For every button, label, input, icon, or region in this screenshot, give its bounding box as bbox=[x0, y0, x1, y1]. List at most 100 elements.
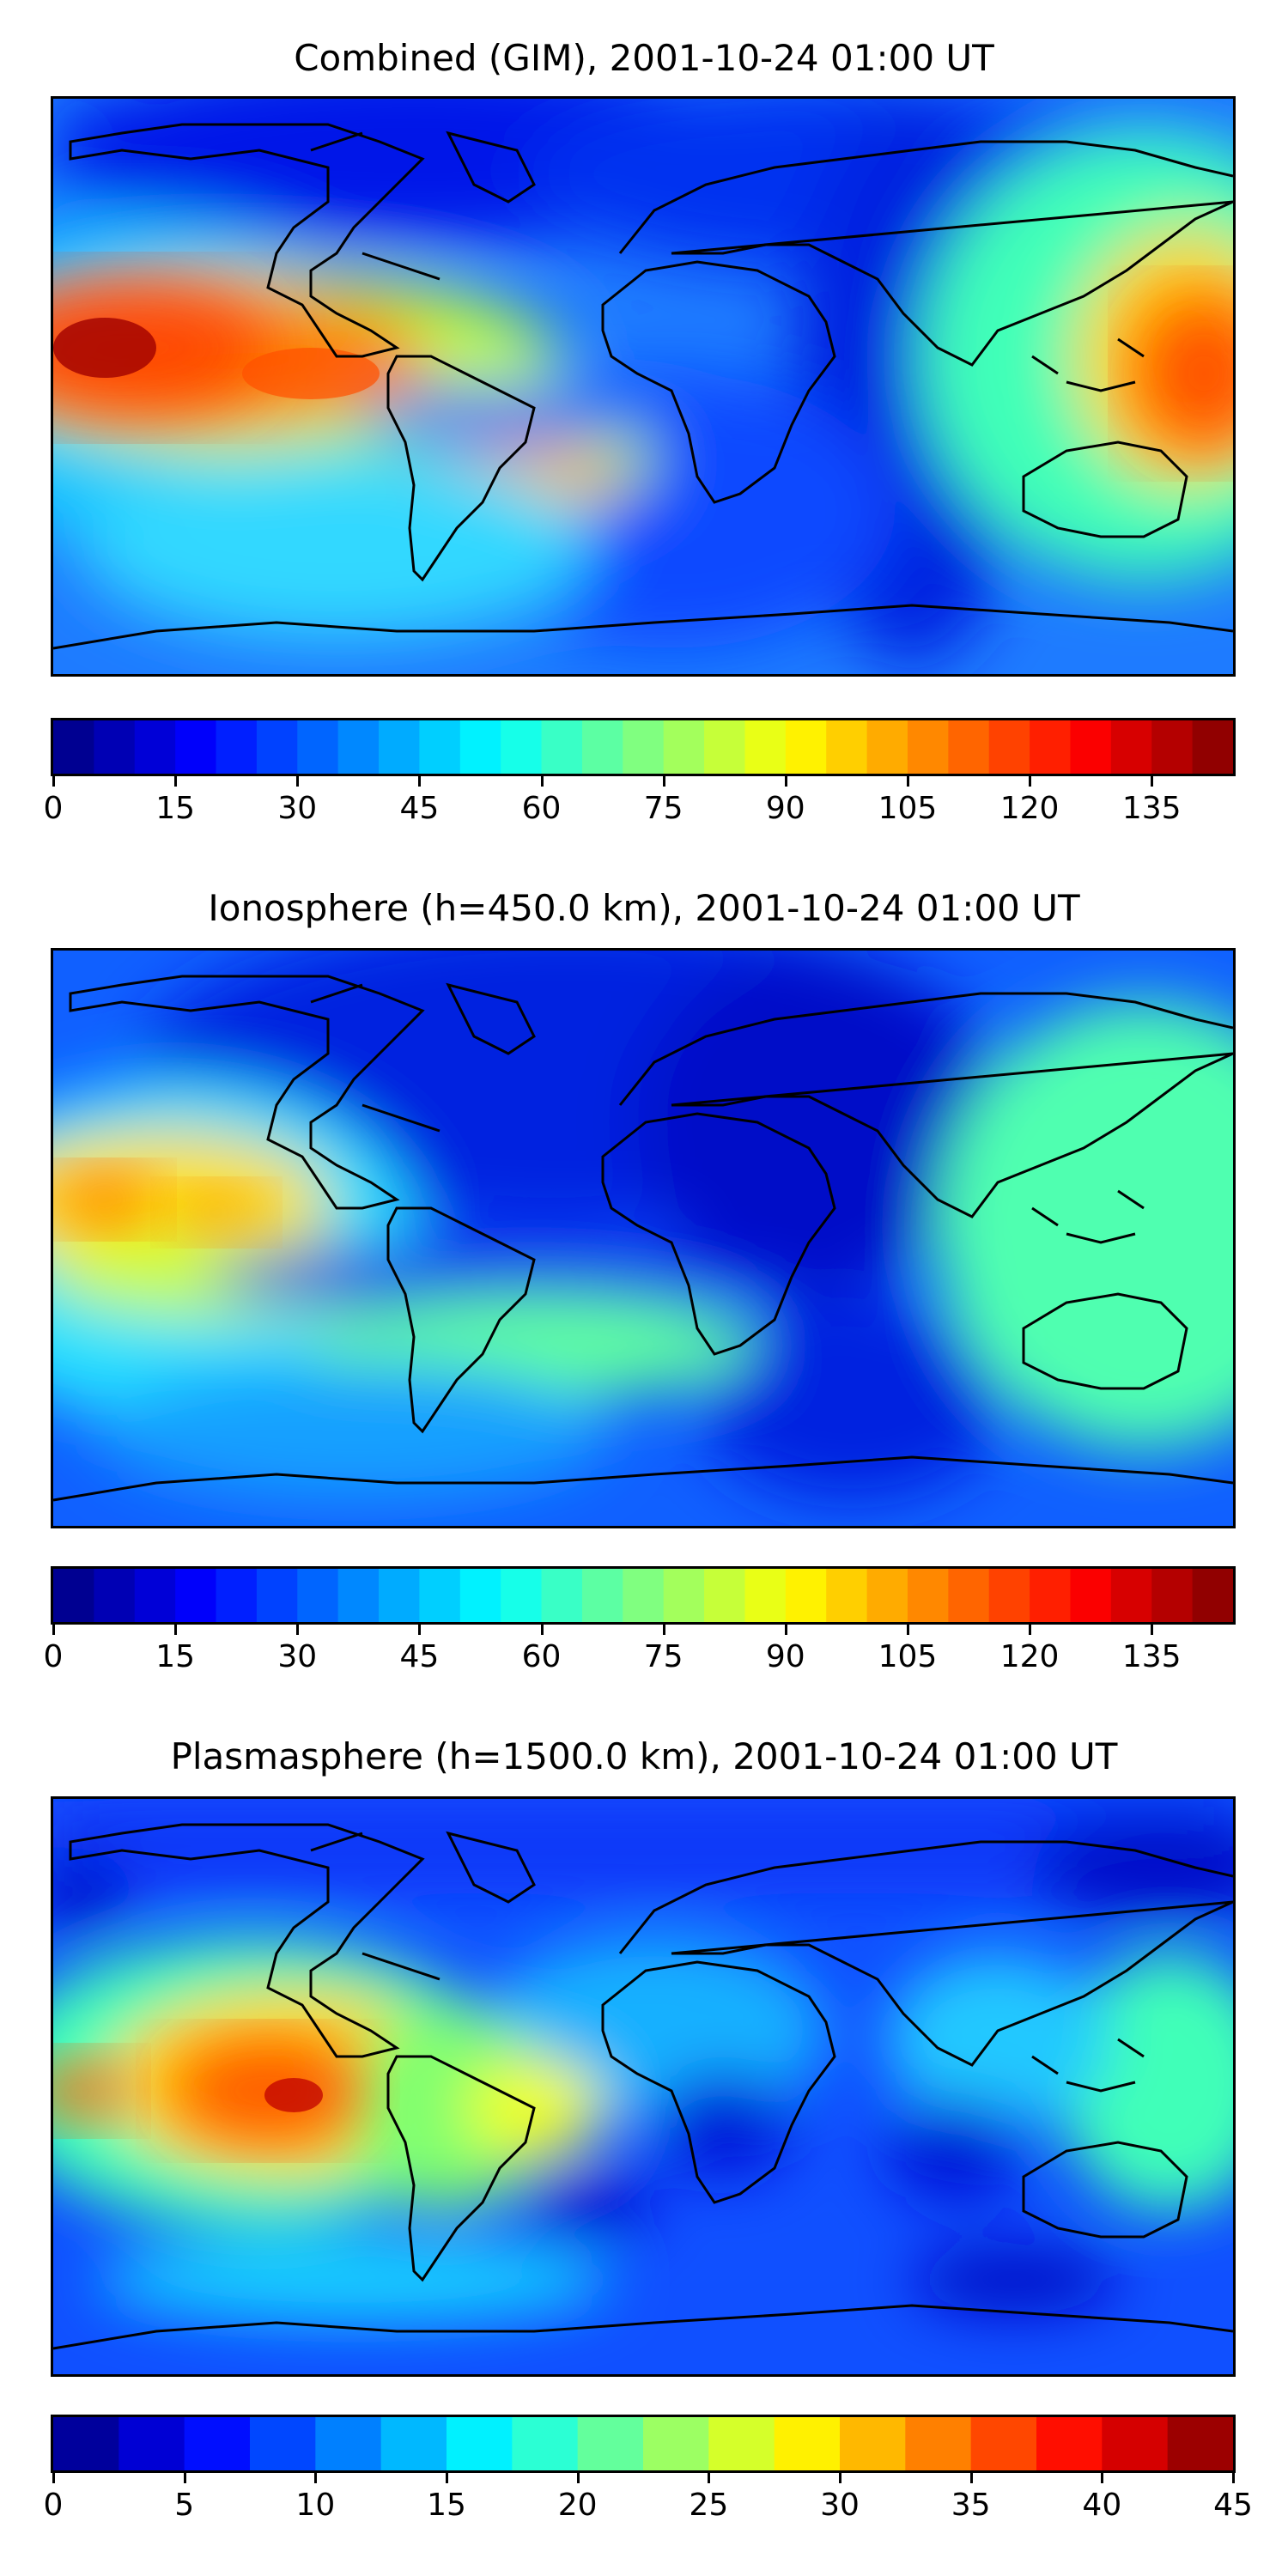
colorbar-tick-label: 75 bbox=[643, 1639, 683, 1674]
colorbar-level bbox=[501, 1569, 543, 1622]
colorbar-level bbox=[512, 2417, 579, 2470]
colorbar-tick bbox=[174, 776, 178, 787]
colorbar-tick bbox=[662, 1625, 665, 1635]
colorbar-plasmasphere bbox=[51, 2415, 1236, 2473]
colorbar-level bbox=[380, 2417, 447, 2470]
colorbar-tick bbox=[1151, 1625, 1154, 1635]
colorbar-tick-label: 45 bbox=[399, 791, 440, 826]
colorbar-level bbox=[459, 1569, 501, 1622]
colorbar-tick-label: 20 bbox=[557, 2488, 598, 2523]
colorbar-tick-label: 60 bbox=[521, 1639, 562, 1674]
colorbar-tick-label: 135 bbox=[1121, 791, 1182, 826]
colorbar-level bbox=[297, 1569, 339, 1622]
colorbar-tick bbox=[1232, 2473, 1235, 2483]
colorbar-ionosphere bbox=[51, 1566, 1236, 1625]
colorbar-tick-label: 120 bbox=[999, 1639, 1060, 1674]
colorbar-border bbox=[51, 718, 1236, 776]
colorbar-level bbox=[704, 1569, 746, 1622]
colorbar-level bbox=[907, 720, 949, 774]
colorbar-tick bbox=[296, 1625, 300, 1635]
colorbar-tick-label: 10 bbox=[295, 2488, 336, 2523]
colorbar-tick bbox=[183, 2473, 186, 2483]
colorbar-level bbox=[447, 2417, 513, 2470]
colorbar-tick bbox=[296, 776, 300, 787]
colorbar-level bbox=[1167, 2417, 1234, 2470]
colorbar-level bbox=[250, 2417, 316, 2470]
colorbar-level bbox=[1192, 1569, 1234, 1622]
colorbar-level bbox=[175, 720, 217, 774]
colorbar-level bbox=[785, 1569, 827, 1622]
colorbar-tick bbox=[1029, 776, 1032, 787]
colorbar-level bbox=[774, 2417, 841, 2470]
colorbar-tick bbox=[906, 776, 909, 787]
colorbar-ticks-plasmasphere: 0 5 10 15 20 25 30 35 40 45 bbox=[44, 2473, 1253, 2523]
colorbar-level bbox=[905, 2417, 972, 2470]
colorbar-tick-label: 15 bbox=[155, 791, 196, 826]
colorbar-level bbox=[581, 1569, 623, 1622]
colorbar-tick bbox=[708, 2473, 711, 2483]
colorbar-level bbox=[1030, 1569, 1072, 1622]
colorbar-level bbox=[256, 1569, 298, 1622]
colorbar-level bbox=[1102, 2417, 1169, 2470]
colorbar-tick-label: 90 bbox=[765, 791, 805, 826]
colorbar-level bbox=[94, 720, 136, 774]
colorbar-level bbox=[1110, 720, 1152, 774]
panel-title: Combined (GIM), 2001-10-24 01:00 UT bbox=[294, 37, 994, 79]
colorbar-tick-label: 30 bbox=[277, 1639, 318, 1674]
map-canvas bbox=[53, 99, 1233, 674]
colorbar-level bbox=[744, 720, 787, 774]
colorbar-tick bbox=[784, 1625, 787, 1635]
colorbar-tick-label: 30 bbox=[277, 791, 318, 826]
colorbar-level bbox=[216, 1569, 258, 1622]
colorbar-ticks-combined: 0 15 30 45 60 75 90 105 120 135 bbox=[44, 776, 1236, 826]
colorbar-level bbox=[379, 720, 421, 774]
colorbar-level bbox=[866, 720, 908, 774]
colorbar-tick-label: 0 bbox=[43, 1639, 64, 1674]
colorbar-level bbox=[577, 2417, 644, 2470]
colorbar-level bbox=[118, 2417, 185, 2470]
colorbar-level bbox=[297, 720, 339, 774]
colorbar-tick bbox=[969, 2473, 973, 2483]
colorbar-level bbox=[623, 720, 665, 774]
colorbar-tick bbox=[314, 2473, 318, 2483]
colorbar-level bbox=[663, 720, 705, 774]
colorbar-swatches bbox=[51, 718, 1236, 776]
colorbar-level bbox=[970, 2417, 1037, 2470]
colorbar-level bbox=[134, 720, 176, 774]
colorbar-level bbox=[907, 1569, 949, 1622]
colorbar-level bbox=[337, 1569, 380, 1622]
colorbar-tick-label: 120 bbox=[999, 791, 1060, 826]
colorbar-tick bbox=[418, 776, 422, 787]
colorbar-level bbox=[501, 720, 543, 774]
colorbar-level bbox=[826, 720, 868, 774]
colorbar-tick bbox=[52, 2473, 55, 2483]
colorbar-level bbox=[379, 1569, 421, 1622]
colorbar-tick bbox=[906, 1625, 909, 1635]
colorbar-level bbox=[94, 1569, 136, 1622]
colorbar-tick-label: 40 bbox=[1082, 2488, 1122, 2523]
colorbar-tick-label: 90 bbox=[765, 1639, 805, 1674]
colorbar-level bbox=[1192, 720, 1234, 774]
colorbar-tick bbox=[174, 1625, 178, 1635]
colorbar-tick-label: 75 bbox=[643, 791, 683, 826]
colorbar-tick-label: 0 bbox=[43, 2488, 64, 2523]
colorbar-level bbox=[1151, 720, 1194, 774]
colorbar-level bbox=[643, 2417, 709, 2470]
colorbar-tick bbox=[418, 1625, 422, 1635]
colorbar-level bbox=[708, 2417, 775, 2470]
colorbar-level bbox=[53, 720, 94, 774]
colorbar-level bbox=[184, 2417, 251, 2470]
colorbar-level bbox=[623, 1569, 665, 1622]
colorbar-level bbox=[866, 1569, 908, 1622]
colorbar-level bbox=[1070, 720, 1112, 774]
colorbar-tick bbox=[662, 776, 665, 787]
colorbar-tick-label: 25 bbox=[689, 2488, 729, 2523]
panel-title: Plasmasphere (h=1500.0 km), 2001-10-24 0… bbox=[170, 1735, 1118, 1777]
colorbar-border bbox=[51, 1566, 1236, 1625]
colorbar-tick bbox=[540, 1625, 544, 1635]
colorbar-level bbox=[315, 2417, 382, 2470]
colorbar-level bbox=[663, 1569, 705, 1622]
colorbar-tick-label: 30 bbox=[820, 2488, 860, 2523]
colorbar-level bbox=[134, 1569, 176, 1622]
colorbar-level bbox=[337, 720, 380, 774]
